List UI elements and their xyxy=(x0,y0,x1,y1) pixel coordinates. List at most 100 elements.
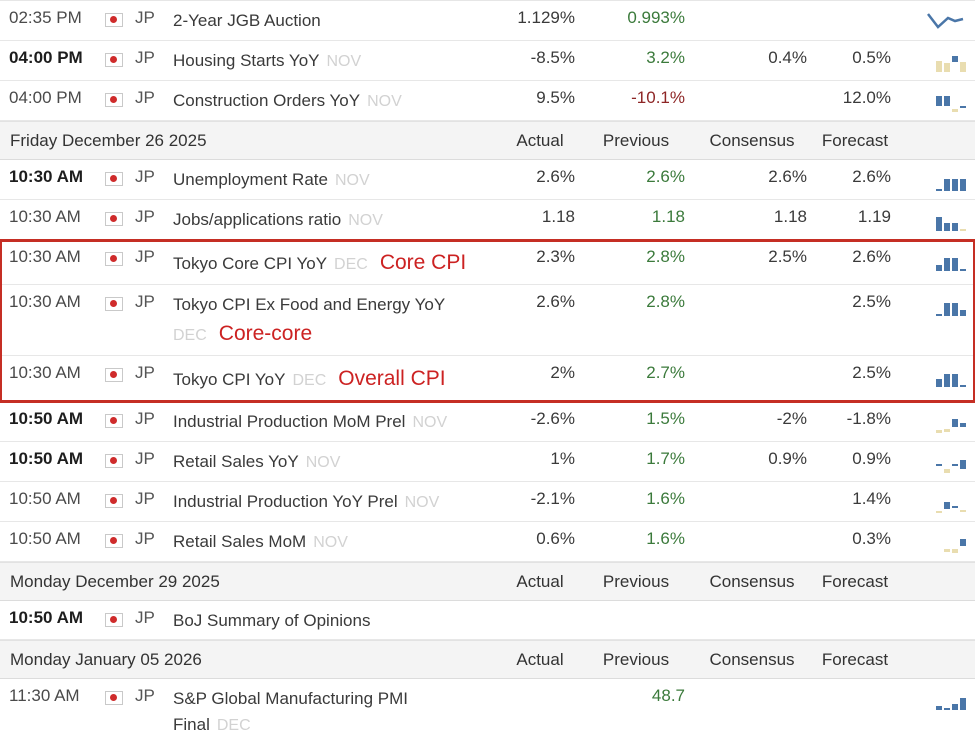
date-label: Monday December 29 2025 xyxy=(0,572,499,592)
actual-value: -2.6% xyxy=(499,409,581,429)
sparkline-chart[interactable] xyxy=(897,686,975,710)
column-header-forecast: Forecast xyxy=(813,572,897,592)
country-code: JP xyxy=(135,48,173,68)
event-month: DEC xyxy=(173,327,207,344)
event-title: Tokyo Core CPI YoY xyxy=(173,254,327,273)
forecast-value: 0.9% xyxy=(813,449,897,469)
sparkline-chart[interactable] xyxy=(897,449,975,473)
event-time: 10:30 AM xyxy=(0,247,105,267)
event-title: Construction Orders YoY xyxy=(173,91,360,110)
actual-value: -8.5% xyxy=(499,48,581,68)
event-time: 02:35 PM xyxy=(0,8,105,28)
event-month: NOV xyxy=(306,454,341,471)
country-code: JP xyxy=(135,247,173,267)
sparkline-chart[interactable] xyxy=(897,363,975,387)
country-code: JP xyxy=(135,292,173,312)
event-time: 10:30 AM xyxy=(0,167,105,187)
forecast-value: -1.8% xyxy=(813,409,897,429)
previous-value: 2.8% xyxy=(581,292,691,312)
actual-value: 2.6% xyxy=(499,292,581,312)
previous-value: 3.2% xyxy=(581,48,691,68)
sparkline-chart[interactable] xyxy=(897,489,975,513)
event-title: 2-Year JGB Auction xyxy=(173,11,321,30)
event-time: 10:50 AM xyxy=(0,529,105,549)
bar-sparkline-icon xyxy=(936,412,966,433)
japan-flag-icon xyxy=(105,489,135,513)
japan-flag-icon xyxy=(105,48,135,72)
actual-value: 1.129% xyxy=(499,8,581,28)
country-code: JP xyxy=(135,529,173,549)
event-month: NOV xyxy=(326,53,361,70)
forecast-value: 0.3% xyxy=(813,529,897,549)
bar-sparkline-icon xyxy=(936,91,966,112)
previous-value: 0.993% xyxy=(581,8,691,28)
sparkline-chart[interactable] xyxy=(897,88,975,112)
sparkline-chart[interactable] xyxy=(897,608,975,632)
sparkline-chart[interactable] xyxy=(897,48,975,72)
forecast-value: 1.4% xyxy=(813,489,897,509)
sparkline-chart[interactable] xyxy=(897,167,975,191)
japan-flag-icon xyxy=(105,247,135,271)
bar-sparkline-icon xyxy=(936,210,966,231)
event-title: Tokyo CPI YoY xyxy=(173,370,285,389)
event-time: 10:50 AM xyxy=(0,449,105,469)
event-time: 10:50 AM xyxy=(0,489,105,509)
event-time: 10:30 AM xyxy=(0,363,105,383)
country-code: JP xyxy=(135,409,173,429)
japan-flag-icon xyxy=(105,529,135,553)
column-header-consensus: Consensus xyxy=(691,650,813,670)
annotation-label: Core CPI xyxy=(380,251,466,274)
actual-value: 2.3% xyxy=(499,247,581,267)
event-title: Retail Sales YoY xyxy=(173,452,299,471)
event-title: Retail Sales MoM xyxy=(173,532,306,551)
sparkline-chart[interactable] xyxy=(897,409,975,433)
sparkline-chart[interactable] xyxy=(897,292,975,316)
date-label: Monday January 05 2026 xyxy=(0,650,499,670)
event-title: Jobs/applications ratio xyxy=(173,210,341,229)
country-code: JP xyxy=(135,167,173,187)
country-code: JP xyxy=(135,363,173,383)
previous-value: 1.6% xyxy=(581,529,691,549)
event-month: NOV xyxy=(313,534,348,551)
event-time: 04:00 PM xyxy=(0,48,105,68)
consensus-value: 0.4% xyxy=(691,48,813,68)
annotation-label: Overall CPI xyxy=(338,367,445,390)
actual-value: 1.18 xyxy=(499,207,581,227)
event-time: 10:30 AM xyxy=(0,292,105,312)
event-title: Housing Starts YoY xyxy=(173,51,319,70)
sparkline-chart[interactable] xyxy=(897,207,975,231)
sparkline-chart[interactable] xyxy=(897,529,975,553)
sparkline-chart[interactable] xyxy=(897,8,975,32)
sparkline-chart[interactable] xyxy=(897,247,975,271)
date-label: Friday December 26 2025 xyxy=(0,131,499,151)
bar-sparkline-icon xyxy=(936,689,966,710)
column-header-consensus: Consensus xyxy=(691,131,813,151)
column-header-actual: Actual xyxy=(499,650,581,670)
previous-value: 1.6% xyxy=(581,489,691,509)
event-name: 2-Year JGB Auction xyxy=(173,8,499,34)
event-name: BoJ Summary of Opinions xyxy=(173,608,499,634)
event-title: Industrial Production MoM Prel xyxy=(173,412,405,431)
previous-value: 48.7 xyxy=(581,686,691,706)
japan-flag-icon xyxy=(105,363,135,387)
